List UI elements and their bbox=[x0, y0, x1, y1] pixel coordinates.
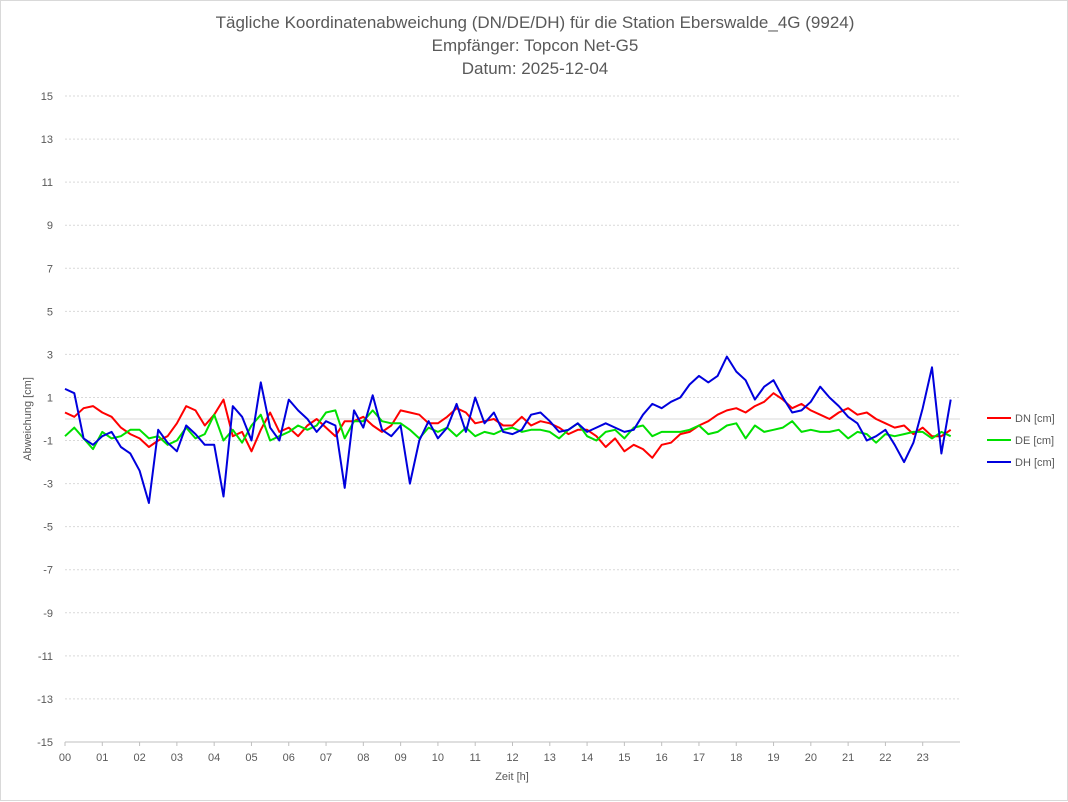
x-tick-label: 01 bbox=[96, 752, 108, 764]
x-tick-label: 16 bbox=[656, 752, 668, 764]
x-tick-label: 02 bbox=[133, 752, 145, 764]
y-tick-label: -3 bbox=[43, 479, 53, 491]
x-tick-label: 12 bbox=[506, 752, 518, 764]
chart-subtitle-receiver: Empfänger: Topcon Net-G5 bbox=[431, 36, 639, 55]
series-line-dn bbox=[64, 392, 952, 459]
x-tick-label: 23 bbox=[917, 752, 929, 764]
x-tick-label: 13 bbox=[544, 752, 556, 764]
legend-label: DE [cm] bbox=[1015, 435, 1054, 447]
y-tick-label: 15 bbox=[41, 91, 53, 103]
y-tick-label: 13 bbox=[41, 134, 53, 146]
x-tick-label: 07 bbox=[320, 752, 332, 764]
x-tick-label: 17 bbox=[693, 752, 705, 764]
y-tick-label: -13 bbox=[37, 694, 53, 706]
y-tick-labels: 15 13 11 9 7 5 3 1 -1 -3 -5 -7 -9 -11 -13 -15 bbox=[37, 91, 53, 749]
x-tick-label: 09 bbox=[395, 752, 407, 764]
x-tick-label: 10 bbox=[432, 752, 444, 764]
y-tick-label: -1 bbox=[43, 436, 53, 448]
x-tick-label: 11 bbox=[469, 752, 480, 764]
x-tick-label: 05 bbox=[245, 752, 257, 764]
x-tick-label: 08 bbox=[357, 752, 369, 764]
x-tick-labels: 00 01 02 03 04 05 06 07 08 09 10 11 12 13 14 15 16 17 18 19… bbox=[59, 742, 929, 764]
x-tick-label: 06 bbox=[283, 752, 295, 764]
x-tick-label: 18 bbox=[730, 752, 742, 764]
legend-label: DN [cm] bbox=[1015, 413, 1055, 425]
y-tick-label: -5 bbox=[43, 522, 53, 534]
x-tick-label: 00 bbox=[59, 752, 71, 764]
chart-title: Tägliche Koordinatenabweichung (DN/DE/DH… bbox=[215, 13, 855, 32]
x-tick-label: 15 bbox=[618, 752, 630, 764]
y-tick-label: 11 bbox=[42, 177, 53, 189]
y-tick-label: 3 bbox=[47, 349, 53, 361]
x-tick-label: 20 bbox=[805, 752, 817, 764]
chart-subtitle-date: Datum: 2025-12-04 bbox=[461, 59, 609, 78]
x-tick-label: 04 bbox=[208, 752, 220, 764]
x-tick-label: 21 bbox=[842, 752, 854, 764]
y-tick-label: -9 bbox=[43, 608, 53, 620]
y-tick-label: 1 bbox=[47, 392, 53, 404]
x-tick-label: 22 bbox=[879, 752, 891, 764]
x-tick-label: 19 bbox=[767, 752, 779, 764]
y-tick-label: -11 bbox=[38, 651, 53, 663]
y-axis-label: Abweichung [cm] bbox=[22, 377, 34, 461]
y-tick-label: -7 bbox=[43, 565, 53, 577]
y-tick-label: 5 bbox=[47, 306, 53, 318]
y-tick-label: 9 bbox=[47, 220, 53, 232]
gridlines bbox=[65, 95, 960, 743]
legend-label: DH [cm] bbox=[1015, 457, 1055, 469]
series-line-de bbox=[64, 409, 952, 451]
series-line-dh bbox=[64, 355, 952, 504]
y-tick-label: 7 bbox=[47, 263, 53, 275]
x-tick-label: 03 bbox=[171, 752, 183, 764]
x-tick-label: 14 bbox=[581, 752, 593, 764]
legend: DN [cm] DE [cm] DH [cm] bbox=[987, 413, 1055, 469]
x-axis-label: Zeit [h] bbox=[495, 771, 529, 783]
y-tick-label: -15 bbox=[37, 737, 53, 749]
series-lines bbox=[64, 355, 952, 504]
